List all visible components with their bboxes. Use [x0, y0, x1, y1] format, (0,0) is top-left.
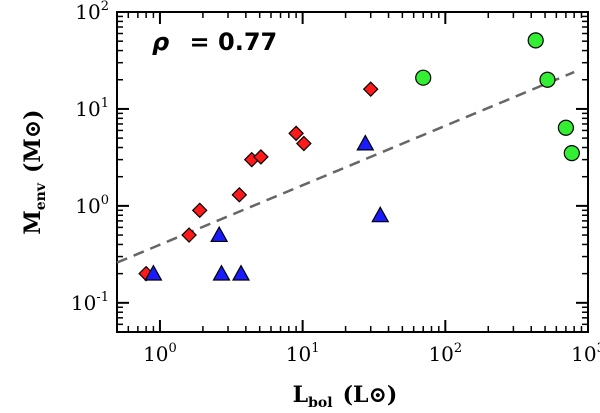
diamond-marker: [296, 135, 312, 152]
triangle-marker: [232, 264, 251, 281]
triangle-marker: [210, 225, 229, 243]
y-tick-labels: 10-1 100 101 102: [71, 0, 109, 315]
diamond-marker: [191, 202, 208, 219]
circle-marker: [539, 71, 556, 88]
minor-ticks: [117, 12, 588, 332]
markers: [138, 32, 580, 282]
diamond-marker: [253, 149, 269, 165]
x-tick-label: 102: [428, 341, 462, 366]
y-axis-title: Menv(M⊙): [20, 109, 49, 234]
rho-value: = 0.77: [190, 28, 278, 56]
diamond-marker: [231, 186, 248, 203]
x-axis-title: Lbol (L⊙): [293, 382, 398, 411]
rho-symbol: ρ: [152, 28, 169, 56]
x-tick-label: 100: [143, 341, 177, 366]
circle-marker: [557, 119, 574, 136]
sun-symbol: ⊙: [368, 382, 386, 408]
x-tick-label: 103: [571, 341, 600, 366]
triangle-marker: [371, 206, 390, 223]
diamond-marker: [288, 125, 304, 142]
triangle-marker: [144, 264, 163, 281]
fit-line: [116, 70, 575, 264]
triangle-marker: [356, 134, 375, 151]
circle-marker: [563, 145, 580, 162]
x-tick-labels: 100 101 102 103: [143, 341, 600, 366]
circle-marker: [415, 69, 432, 86]
triangle-marker: [212, 264, 231, 281]
diamond-marker: [181, 227, 197, 243]
y-tick-label: 100: [75, 193, 109, 218]
plot-frame: [116, 11, 589, 333]
y-tick-label: 10-1: [71, 290, 109, 315]
correlation-annotation: ρ = 0.77: [152, 28, 277, 56]
x-tick-label: 101: [286, 341, 320, 366]
y-tick-label: 101: [75, 96, 109, 121]
diamond-marker: [362, 81, 379, 98]
y-tick-label: 102: [75, 0, 109, 24]
major-ticks: [117, 11, 589, 332]
circle-marker: [527, 32, 544, 49]
sun-symbol: ⊙: [20, 120, 46, 138]
